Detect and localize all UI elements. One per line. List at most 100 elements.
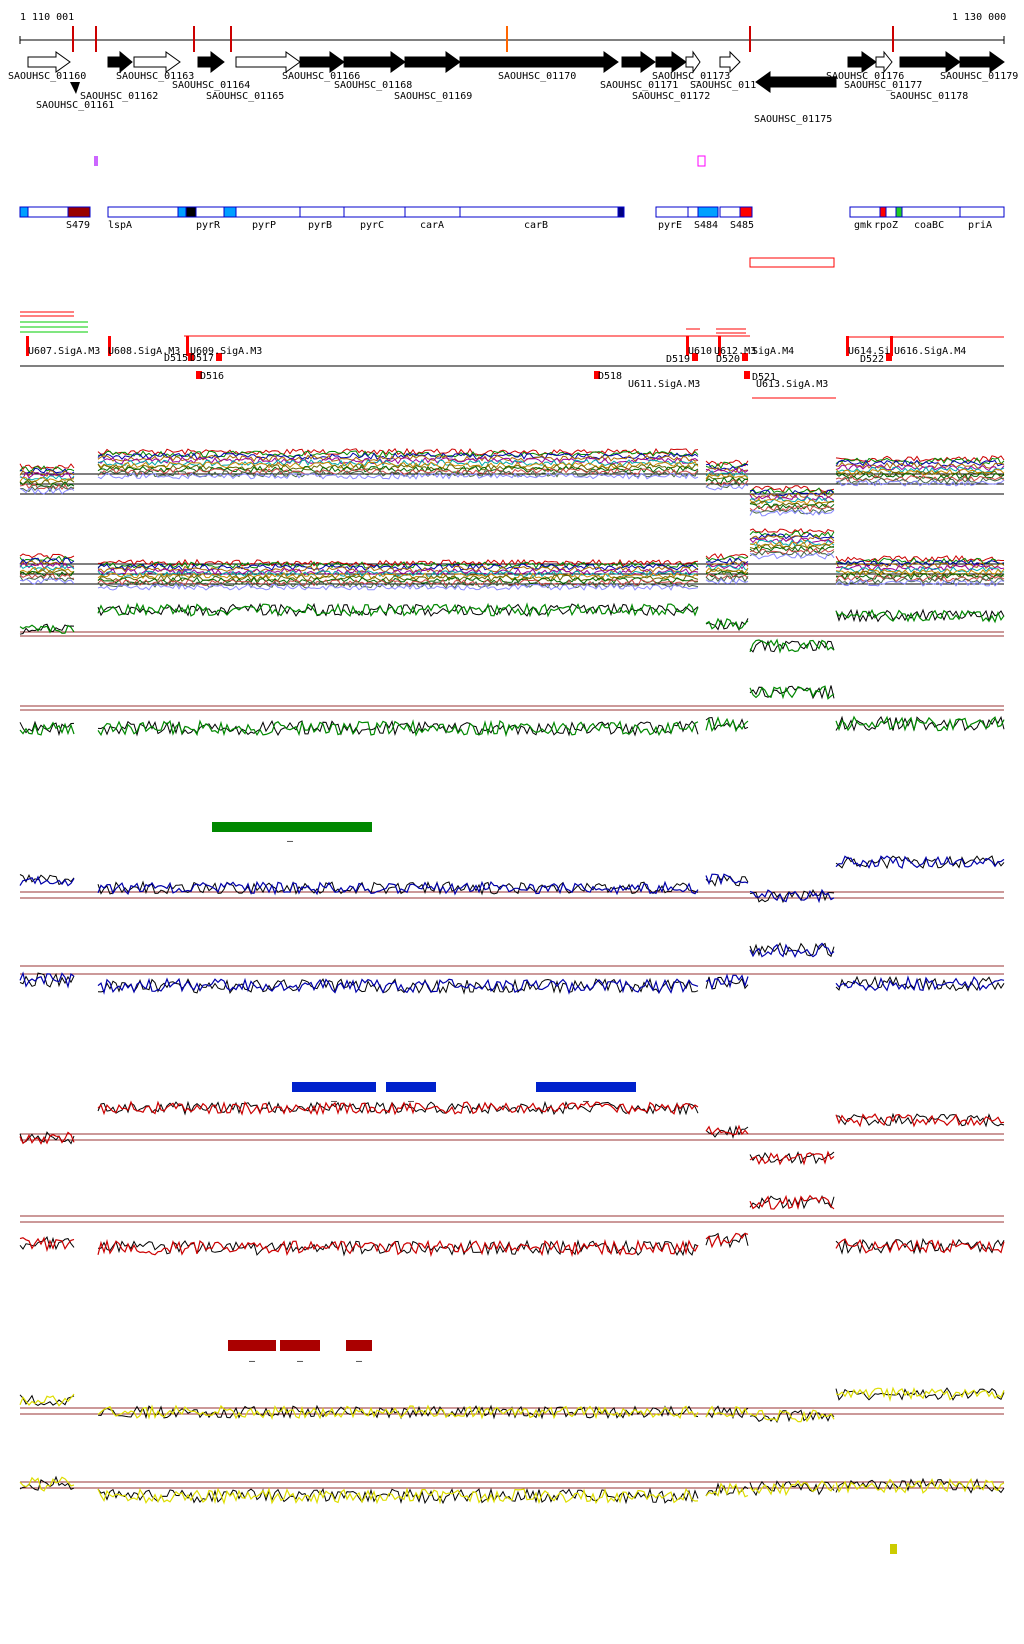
feature-label: D520 bbox=[716, 354, 740, 365]
profile-line bbox=[19, 454, 1005, 499]
multi-condition-track bbox=[19, 447, 1005, 517]
feature-label: D521 bbox=[752, 372, 776, 383]
coverage-bar bbox=[346, 1340, 372, 1351]
gene-arrow bbox=[685, 50, 701, 74]
gene-label: SAOUHSC_01173 bbox=[652, 71, 730, 82]
bar-mark: – bbox=[297, 1356, 304, 1367]
gene-label: SAOUHSC_01161 bbox=[36, 100, 114, 111]
feature-label: U609.SigA.M3 bbox=[190, 346, 262, 357]
segment-box bbox=[177, 206, 187, 218]
gene-arrow bbox=[875, 50, 893, 74]
coverage-bar bbox=[228, 1340, 276, 1351]
gene-label: SAOUHSC_01169 bbox=[394, 91, 472, 102]
start-coordinate: 1 110 001 bbox=[20, 12, 75, 23]
profile-line bbox=[19, 456, 1005, 502]
expression-track bbox=[19, 1194, 1005, 1258]
segment-label: pyrP bbox=[252, 220, 276, 231]
small-marker bbox=[697, 155, 706, 167]
gene-label: SAOUHSC_01168 bbox=[334, 80, 412, 91]
feature-label: D518 bbox=[598, 371, 622, 382]
feature-marker bbox=[686, 336, 689, 356]
expression-track bbox=[19, 602, 1005, 654]
feature-label: U616.SigA.M4 bbox=[894, 346, 966, 357]
segment-label: pyrC bbox=[360, 220, 384, 231]
profile-line bbox=[19, 602, 1005, 653]
profile-line bbox=[19, 447, 1005, 493]
gene-label: SAOUHSC_01163 bbox=[116, 71, 194, 82]
profile-line bbox=[19, 528, 1004, 567]
feature-label: U607.SigA.M3 bbox=[28, 346, 100, 357]
profile-line bbox=[19, 1387, 1005, 1423]
segment-box bbox=[739, 206, 753, 218]
segment-label: carA bbox=[420, 220, 444, 231]
segment-label: rpoZ bbox=[874, 220, 898, 231]
segment-box bbox=[885, 206, 897, 218]
segment-outline-box bbox=[749, 257, 835, 268]
feature-marker bbox=[594, 371, 600, 379]
gene-label: SAOUHSC_01172 bbox=[632, 91, 710, 102]
bar-mark: – bbox=[331, 1096, 338, 1107]
bar-mark: – bbox=[408, 1096, 415, 1107]
segment-label: carB bbox=[524, 220, 548, 231]
coverage-bar bbox=[292, 1082, 376, 1092]
segment-box bbox=[223, 206, 237, 218]
segment-box bbox=[235, 206, 301, 218]
profile-line bbox=[19, 472, 1005, 517]
segment-box bbox=[655, 206, 689, 218]
gene-label: SAOUHSC_01176 bbox=[826, 71, 904, 82]
multi-condition-track bbox=[19, 528, 1005, 591]
feature-marker bbox=[108, 336, 111, 356]
profile-line bbox=[19, 942, 1005, 995]
segment-box bbox=[697, 206, 719, 218]
feature-marker bbox=[216, 353, 222, 361]
bar-mark: – bbox=[249, 1356, 256, 1367]
gene-arrow bbox=[847, 51, 877, 73]
feature-label: SigA.M4 bbox=[752, 346, 794, 357]
feature-marker bbox=[744, 371, 750, 379]
bar-mark: – bbox=[583, 1096, 590, 1107]
profile-line bbox=[19, 855, 1005, 904]
gene-label: SAOUHSC_01164 bbox=[172, 80, 250, 91]
segment-box bbox=[879, 206, 887, 218]
segment-box bbox=[617, 206, 625, 218]
gene-label: SAOUHSC_01177 bbox=[844, 80, 922, 91]
segment-box bbox=[107, 206, 179, 218]
gene-label: SAOUHSC_01170 bbox=[498, 71, 576, 82]
end-coordinate: 1 130 000 bbox=[952, 12, 1007, 23]
coverage-bar bbox=[386, 1082, 436, 1092]
gene-arrow bbox=[107, 50, 133, 74]
profile-line bbox=[19, 467, 1005, 513]
segment-label: priA bbox=[968, 220, 992, 231]
segment-box bbox=[901, 206, 961, 218]
gene-arrow bbox=[27, 51, 71, 73]
feature-label: U614.Si bbox=[848, 346, 890, 357]
segment-box bbox=[719, 206, 741, 218]
feature-track: U607.SigA.M3 U608.SigA.M3 U609.SigA.M3 U610… bbox=[20, 311, 1004, 399]
gene-arrow bbox=[299, 51, 345, 73]
gene-arrow bbox=[197, 50, 225, 74]
profile-line bbox=[19, 602, 1005, 654]
feature-marker bbox=[846, 336, 849, 356]
coordinate-ruler bbox=[19, 26, 1005, 52]
profile-line bbox=[19, 469, 1005, 515]
feature-label: U611.SigA.M3 bbox=[628, 379, 700, 390]
gene-arrow bbox=[755, 71, 837, 93]
gene-label: SAOUHSC_01162 bbox=[80, 91, 158, 102]
feature-label: U613.SigA.M3 bbox=[756, 379, 828, 390]
segment-label: S484 bbox=[694, 220, 718, 231]
gene-label: SAOUHSC_01160 bbox=[8, 71, 86, 82]
bar-mark: – bbox=[356, 1356, 363, 1367]
feature-label: D519 bbox=[666, 354, 690, 365]
segment-box bbox=[185, 206, 197, 218]
segment-label: S479 bbox=[66, 220, 90, 231]
gene-label: SAOUHSC_01175 bbox=[754, 114, 832, 125]
profile-line bbox=[19, 1386, 1005, 1423]
expression-track bbox=[19, 1100, 1005, 1166]
feature-marker bbox=[186, 336, 189, 356]
feature-label: D517 bbox=[190, 353, 214, 364]
feature-marker bbox=[718, 336, 721, 356]
feature-marker bbox=[196, 371, 202, 379]
coverage-bar bbox=[536, 1082, 636, 1092]
